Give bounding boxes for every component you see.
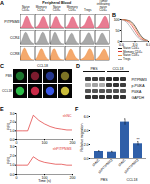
- html-text:F: F: [75, 106, 79, 112]
- html-text:Naive CD4+: Naive CD4+: [21, 5, 30, 13]
- html-text:Naive CD4+: Naive CD4+: [123, 46, 140, 50]
- svg-text:p-PI4KA: p-PI4KA: [132, 84, 146, 88]
- svg-text:4.0: 4.0: [84, 129, 89, 133]
- html-text:Tregs: Tregs: [84, 8, 92, 13]
- svg-text:6.0: 6.0: [84, 115, 89, 119]
- html-text:Naive CD8+: Naive CD8+: [52, 5, 61, 13]
- svg-text:shNC: shNC: [117, 158, 126, 167]
- html-text:PBS: PBS: [90, 67, 98, 71]
- svg-text:0.0: 0.0: [10, 138, 15, 142]
- svg-text:shNC: shNC: [91, 158, 100, 167]
- svg-text:**: **: [136, 137, 140, 142]
- svg-text:CCR4: CCR4: [10, 36, 20, 40]
- svg-text:0: 0: [16, 141, 18, 145]
- svg-text:shPITPNM3: shPITPNM3: [53, 147, 72, 151]
- svg-text:shPITPNM3: shPITPNM3: [97, 158, 113, 174]
- svg-text:3.0: 3.0: [10, 112, 15, 116]
- svg-text:200: 200: [70, 176, 76, 180]
- html-text:CCL18: CCL18: [2, 89, 12, 93]
- html-text:CCL18: CCL18: [36, 64, 49, 68]
- html-text:PBS: PBS: [5, 74, 12, 78]
- svg-text:6.0: 6.0: [146, 43, 150, 47]
- html-text:CCL18: CCL18: [112, 67, 124, 71]
- svg-text:PITPNM3: PITPNM3: [132, 78, 147, 82]
- html-text:CCL18: CCL18: [126, 178, 138, 182]
- svg-text:200: 200: [70, 141, 76, 145]
- html-text:D: D: [76, 63, 80, 69]
- svg-text:shPITPNM3: shPITPNM3: [123, 158, 139, 174]
- svg-text:1.0: 1.0: [9, 163, 15, 168]
- svg-text:3.0: 3.0: [10, 145, 15, 149]
- svg-text:3.0: 3.0: [132, 43, 138, 47]
- html-text:Naive CD8+: Naive CD8+: [123, 53, 140, 58]
- svg-text:2.0: 2.0: [9, 120, 15, 125]
- html-text:A: A: [0, 0, 4, 6]
- html-text:B: B: [112, 12, 116, 18]
- svg-text:2.0: 2.0: [84, 143, 89, 147]
- html-text:Memory CD4+: Memory CD4+: [123, 49, 143, 54]
- svg-text:GAPDH: GAPDH: [132, 96, 145, 100]
- html-text:E: E: [0, 106, 4, 112]
- svg-text:0: 0: [117, 39, 120, 44]
- svg-text:2.0: 2.0: [9, 154, 15, 158]
- svg-text:50: 50: [116, 29, 120, 33]
- svg-text:0.0: 0.0: [119, 43, 124, 47]
- svg-text:1.0: 1.0: [9, 129, 15, 133]
- svg-text:PITPNM3: PITPNM3: [4, 20, 19, 24]
- svg-text:shNC: shNC: [63, 114, 72, 118]
- svg-text:0.0: 0.0: [84, 157, 89, 161]
- html-text:Peripheral Blood: Peripheral Blood: [42, 0, 72, 5]
- svg-text:PI4KA: PI4KA: [132, 90, 143, 94]
- svg-text:F/F0: F/F0: [7, 123, 11, 130]
- svg-text:Relative migration: Relative migration: [80, 123, 84, 151]
- html-text:Tregs: Tregs: [123, 56, 131, 61]
- svg-text:0.0: 0.0: [10, 173, 15, 177]
- html-text:Memory CD8+: Memory CD8+: [66, 5, 78, 13]
- svg-text:F/F0: F/F0: [7, 157, 11, 164]
- html-text:Memory CD4+: Memory CD4+: [35, 5, 47, 13]
- html-text:PBS: PBS: [100, 178, 108, 182]
- svg-text:100: 100: [42, 141, 48, 145]
- html-text:C: C: [0, 63, 4, 69]
- svg-text:CCR8: CCR8: [10, 52, 20, 56]
- svg-text:0: 0: [16, 176, 18, 180]
- svg-text:Time (s): Time (s): [38, 179, 51, 183]
- svg-text:100: 100: [114, 18, 120, 22]
